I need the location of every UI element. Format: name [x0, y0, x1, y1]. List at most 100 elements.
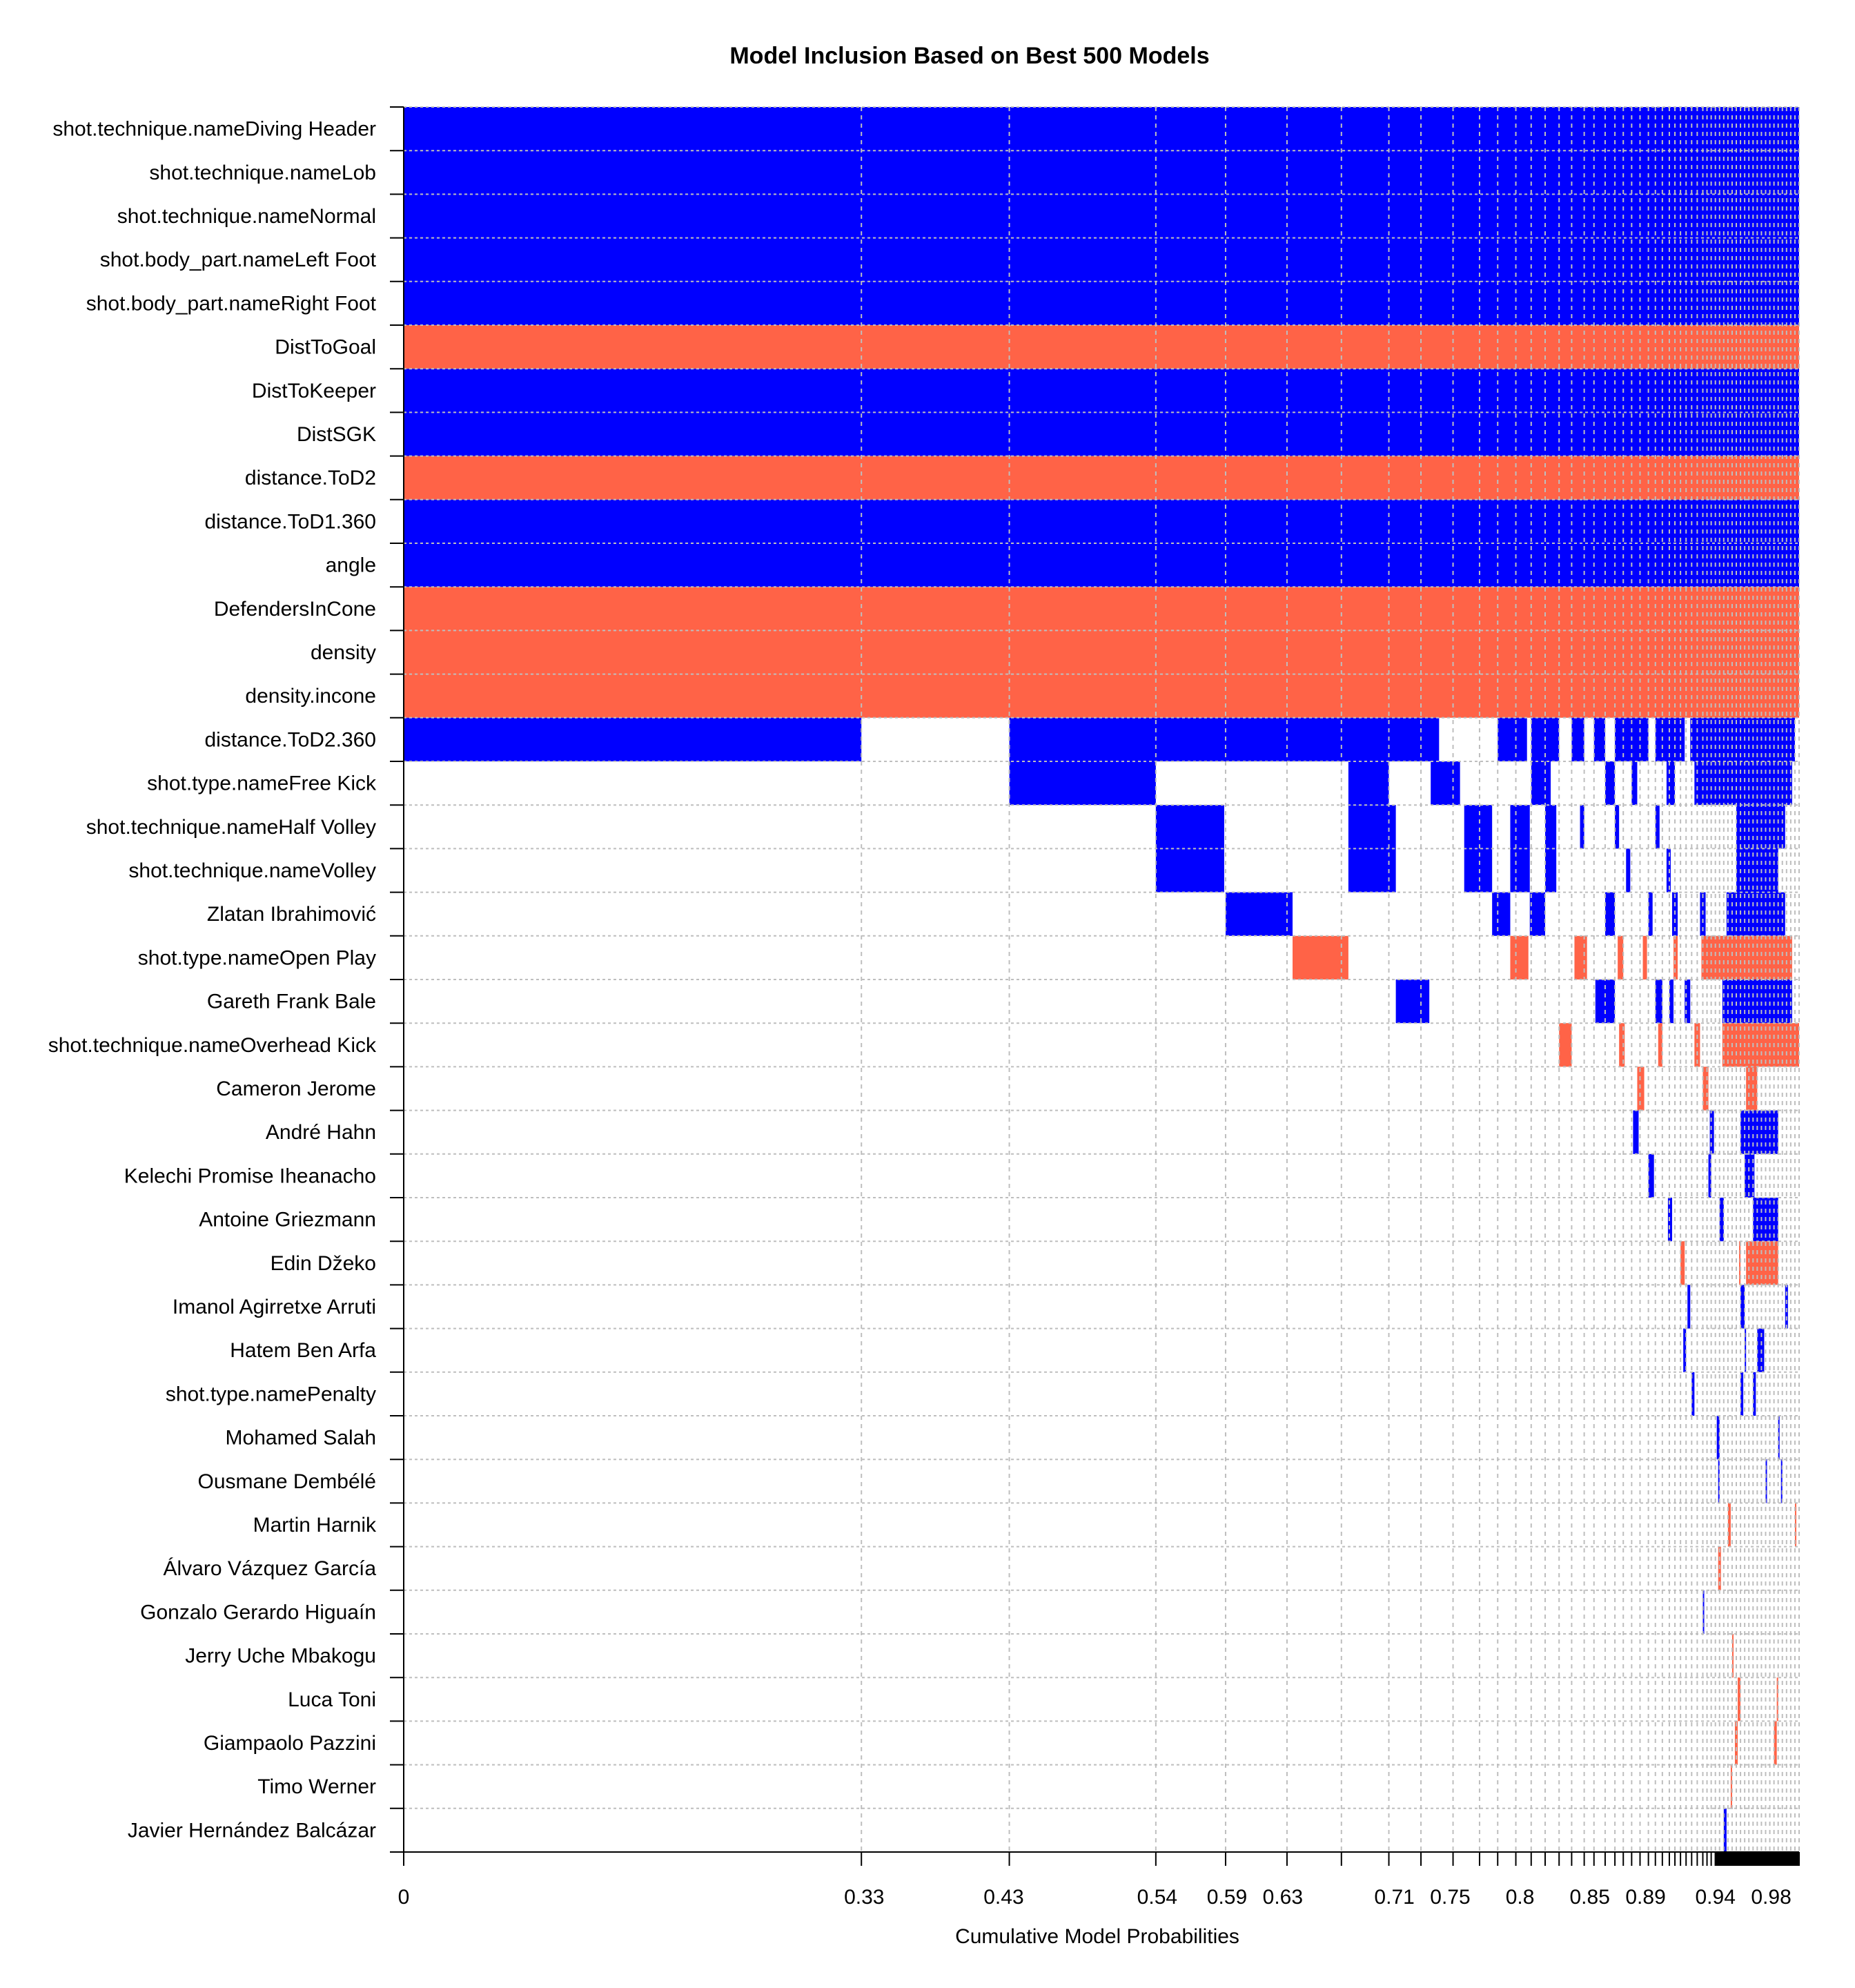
inclusion-cell: [1685, 980, 1691, 1024]
x-tick-label: 0.94: [1695, 1886, 1735, 1909]
y-tick-label: shot.type.nameFree Kick: [147, 772, 377, 795]
inclusion-cell: [1348, 848, 1396, 893]
y-tick-label: distance.ToD2: [245, 467, 376, 489]
y-tick-label: angle: [326, 554, 376, 577]
inclusion-cell: [1740, 1372, 1744, 1416]
inclusion-cell: [1753, 1372, 1756, 1416]
inclusion-cell: [1746, 1241, 1778, 1285]
inclusion-cell: [404, 630, 1799, 674]
x-axis-label: Cumulative Model Probabilities: [955, 1925, 1239, 1948]
inclusion-cell: [1633, 1110, 1639, 1154]
inclusion-cell: [1776, 1677, 1778, 1722]
x-tick-label: 0.8: [1506, 1886, 1535, 1909]
y-tick-label: Ousmane Dembélé: [198, 1470, 376, 1493]
x-tick-label: 0.59: [1207, 1886, 1247, 1909]
x-tick-label: 0.71: [1374, 1886, 1414, 1909]
x-tick-label: 0.98: [1751, 1886, 1791, 1909]
inclusion-cell: [1722, 1023, 1799, 1067]
y-tick-label: shot.technique.nameVolley: [128, 859, 376, 882]
y-tick-label: Zlatan Ibrahimović: [207, 903, 376, 926]
y-tick-label: Antoine Griezmann: [199, 1209, 376, 1231]
y-tick-label: André Hahn: [266, 1121, 376, 1144]
y-tick-label: shot.type.namePenalty: [166, 1383, 376, 1405]
inclusion-cell: [404, 456, 1799, 500]
x-tick-label: 0.75: [1430, 1886, 1470, 1909]
y-tick-label: DistToKeeper: [252, 380, 376, 402]
y-tick-label: shot.type.nameOpen Play: [138, 946, 376, 969]
inclusion-cell: [1745, 1328, 1747, 1372]
inclusion-cell: [1702, 1590, 1705, 1634]
inclusion-cell: [1727, 1503, 1731, 1547]
x-axis: 0 0.33 0.43 0.54 0.59 0.63 0.71 0.75 0.8 0.85 0.89…: [390, 1851, 1800, 1909]
x-tick-label: 0.63: [1263, 1886, 1303, 1909]
inclusion-cell: [404, 412, 1799, 456]
y-tick-label: Álvaro Vázquez García: [164, 1557, 377, 1580]
inclusion-cell: [1464, 805, 1493, 849]
y-tick-label: density: [311, 641, 376, 664]
inclusion-cell: [1618, 935, 1624, 980]
inclusion-cell: [1658, 1023, 1662, 1067]
inclusion-cell: [1794, 1503, 1796, 1547]
inclusion-cell: [1531, 761, 1551, 806]
y-tick-label: distance.ToD1.360: [205, 510, 377, 533]
inclusion-cell: [404, 325, 1799, 369]
inclusion-cell: [1615, 805, 1620, 849]
y-tick-label: DefendersInCone: [214, 598, 376, 621]
y-tick-label: Javier Hernández Balcázar: [128, 1819, 376, 1842]
y-tick-label: Kelechi Promise Iheanacho: [124, 1164, 376, 1187]
inclusion-cell: [1716, 1416, 1720, 1460]
inclusion-cell: [1765, 1459, 1767, 1503]
inclusion-cell: [1701, 935, 1792, 980]
y-axis-ticks: [390, 106, 404, 1853]
inclusion-cell: [1395, 980, 1430, 1024]
inclusion-cell: [1745, 1153, 1755, 1198]
inclusion-cell: [1348, 805, 1396, 849]
chart-title: Model Inclusion Based on Best 500 Models: [729, 43, 1209, 69]
inclusion-cell: [1687, 1285, 1691, 1329]
inclusion-cell: [1155, 848, 1224, 893]
inclusion-cell: [1774, 1721, 1777, 1765]
inclusion-cell: [1739, 1241, 1741, 1285]
inclusion-cell: [404, 237, 1799, 282]
y-tick-label: density.incone: [245, 685, 376, 708]
y-tick-label: DistSGK: [297, 423, 376, 446]
inclusion-cell: [1510, 805, 1530, 849]
inclusion-cell: [404, 369, 1799, 413]
inclusion-cell: [1498, 717, 1527, 761]
inclusion-cells: [404, 107, 1799, 1852]
y-tick-label: shot.technique.nameHalf Volley: [86, 816, 376, 839]
x-tick-label: 0.89: [1625, 1886, 1665, 1909]
inclusion-cell: [1730, 1764, 1732, 1809]
y-axis-labels: shot.technique.nameDiving Header shot.tec…: [48, 118, 377, 1842]
inclusion-cell: [1738, 1677, 1741, 1722]
inclusion-cell: [1580, 805, 1584, 849]
inclusion-cell: [1155, 805, 1224, 849]
inclusion-cell: [1690, 717, 1795, 761]
inclusion-cell: [1510, 935, 1529, 980]
inclusion-cell: [1723, 1808, 1727, 1852]
inclusion-cell: [1637, 1066, 1645, 1111]
inclusion-cell: [1780, 1459, 1783, 1503]
inclusion-cell: [1719, 1198, 1724, 1242]
y-tick-label: shot.technique.nameOverhead Kick: [48, 1034, 377, 1057]
inclusion-cell: [1674, 935, 1678, 980]
inclusion-cell: [404, 107, 1799, 151]
inclusion-cell: [404, 194, 1799, 238]
x-tick-label: 0.85: [1570, 1886, 1610, 1909]
inclusion-cell: [1225, 892, 1293, 936]
inclusion-cell: [1778, 1416, 1780, 1460]
y-tick-label: Cameron Jerome: [216, 1078, 376, 1100]
inclusion-cell: [1604, 892, 1616, 936]
inclusion-cell: [1631, 761, 1638, 806]
inclusion-cell: [1648, 1153, 1654, 1198]
y-tick-label: Luca Toni: [288, 1688, 376, 1711]
y-tick-label: Gonzalo Gerardo Higuaín: [140, 1601, 376, 1624]
inclusion-cell: [1708, 1153, 1711, 1198]
inclusion-cell: [1709, 1110, 1714, 1154]
x-tick-label: 0.54: [1137, 1886, 1177, 1909]
grid-lines: [403, 106, 1800, 1853]
inclusion-cell: [1726, 892, 1785, 936]
inclusion-cell: [1544, 805, 1557, 849]
inclusion-cell: [1593, 717, 1605, 761]
